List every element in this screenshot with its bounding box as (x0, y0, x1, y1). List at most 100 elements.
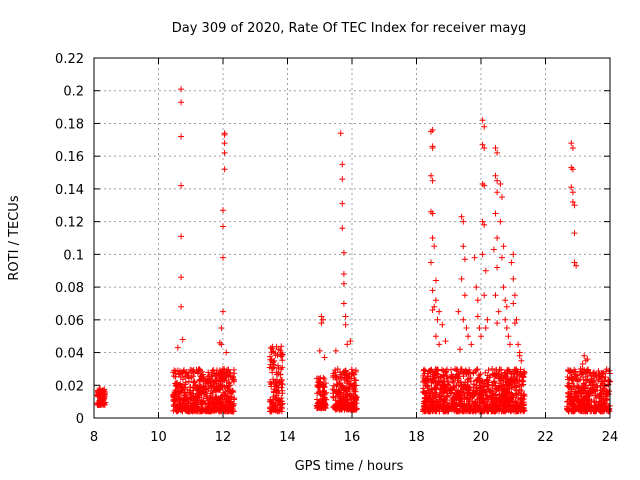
data-point (194, 385, 201, 392)
data-point (490, 378, 497, 385)
data-point (494, 235, 501, 241)
data-point (339, 225, 346, 232)
data-point (279, 400, 286, 407)
data-point (340, 249, 347, 256)
data-point (494, 320, 501, 327)
data-point (204, 373, 211, 380)
data-point (481, 292, 488, 299)
data-point (342, 313, 349, 320)
data-point (482, 267, 489, 274)
data-point (473, 284, 480, 291)
data-point (346, 404, 353, 411)
data-point (439, 321, 446, 328)
data-point (479, 251, 486, 258)
data-point (348, 400, 355, 407)
data-point (460, 316, 467, 323)
data-point (351, 388, 358, 395)
data-point (210, 389, 217, 396)
data-point (468, 341, 475, 348)
data-point (503, 303, 510, 310)
data-point (332, 367, 338, 374)
data-point (190, 373, 197, 380)
data-point (191, 384, 197, 391)
data-point (279, 405, 285, 412)
data-point (220, 254, 226, 261)
data-point (352, 395, 359, 402)
data-point (221, 140, 228, 147)
data-point (197, 370, 204, 377)
data-point (458, 275, 465, 282)
data-point (337, 130, 344, 137)
data-point (270, 376, 277, 383)
y-tick-label: 0.12 (55, 216, 84, 231)
data-point (220, 402, 227, 409)
data-point (334, 366, 341, 372)
data-point (217, 383, 224, 390)
data-point (213, 386, 220, 393)
x-tick-label: 10 (150, 430, 167, 445)
y-tick-label: 0.2 (63, 85, 84, 100)
data-point (339, 200, 346, 207)
data-point (429, 287, 436, 294)
data-point (502, 316, 509, 323)
data-point (222, 408, 229, 415)
data-point (272, 402, 279, 409)
data-point (332, 347, 339, 354)
data-point (346, 385, 353, 392)
data-point (503, 325, 510, 331)
y-axis-ticks: 0 0.02 0.04 0.06 0.08 0.1 0.12 0.14 0.16 0.18 0.2 0… (55, 52, 610, 427)
data-point (499, 254, 505, 261)
data-point (195, 366, 202, 373)
data-point (171, 394, 178, 401)
data-point (351, 383, 358, 389)
data-point (276, 397, 283, 404)
data-point (315, 382, 322, 389)
data-point (179, 336, 186, 343)
data-point (347, 399, 354, 406)
data-point (227, 403, 234, 410)
data-point (316, 375, 323, 382)
data-point (221, 407, 228, 414)
data-point (279, 357, 286, 364)
data-point (196, 377, 203, 384)
data-point (100, 387, 107, 394)
y-tick-label: 0.14 (55, 183, 84, 198)
data-point (339, 161, 346, 168)
data-point (178, 86, 185, 93)
data-point (341, 401, 348, 408)
data-point (476, 325, 483, 331)
data-point (275, 384, 281, 391)
y-tick-label: 0.08 (55, 281, 84, 296)
data-point (95, 400, 102, 407)
data-point (178, 99, 185, 106)
x-tick-label: 8 (90, 430, 98, 445)
data-point (337, 373, 344, 380)
data-point (344, 341, 351, 348)
data-point (203, 380, 210, 387)
data-point (221, 391, 228, 398)
data-point (316, 389, 322, 396)
data-point (220, 223, 226, 230)
data-point (428, 259, 434, 266)
data-point (448, 366, 454, 373)
data-point (432, 277, 439, 284)
data-point (436, 341, 443, 348)
data-point (515, 341, 522, 348)
x-tick-label: 14 (279, 430, 296, 445)
data-point (340, 300, 347, 307)
data-point (178, 274, 185, 281)
data-point (318, 320, 325, 327)
data-point (271, 389, 277, 396)
data-point (221, 384, 228, 390)
data-point (508, 259, 515, 266)
data-point (205, 401, 212, 408)
data-point (192, 404, 199, 411)
data-point (181, 389, 188, 396)
data-point (519, 377, 526, 384)
data-point (219, 396, 226, 403)
data-point (178, 403, 185, 410)
data-point (317, 403, 324, 410)
data-point (474, 313, 481, 320)
data-point (213, 377, 220, 384)
